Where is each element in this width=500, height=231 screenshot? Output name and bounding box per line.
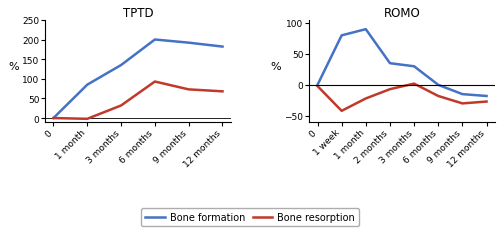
Legend: Bone formation, Bone resorption: Bone formation, Bone resorption bbox=[142, 208, 358, 226]
Y-axis label: %: % bbox=[271, 62, 281, 72]
Y-axis label: %: % bbox=[8, 62, 19, 72]
Title: TPTD: TPTD bbox=[122, 7, 154, 20]
Title: ROMO: ROMO bbox=[384, 7, 420, 20]
